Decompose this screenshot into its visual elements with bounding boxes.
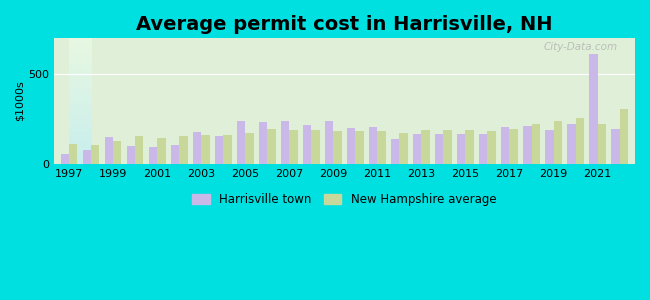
Bar <box>69 144 77 164</box>
Bar <box>501 127 510 164</box>
Bar <box>135 136 144 164</box>
Bar <box>325 121 333 164</box>
Bar <box>391 139 399 164</box>
Bar <box>421 130 430 164</box>
Bar <box>479 134 488 164</box>
Bar <box>510 129 518 164</box>
Bar <box>223 135 231 164</box>
Bar <box>157 138 166 164</box>
Legend: Harrisville town, New Hampshire average: Harrisville town, New Hampshire average <box>188 188 501 211</box>
Bar <box>457 134 465 164</box>
Bar <box>545 130 554 164</box>
Bar <box>523 126 532 164</box>
Bar <box>259 122 267 164</box>
Bar <box>281 121 289 164</box>
Bar <box>532 124 540 164</box>
Bar <box>567 124 575 164</box>
Bar <box>488 131 496 164</box>
Bar <box>60 154 69 164</box>
Y-axis label: $1000s: $1000s <box>15 81 25 122</box>
Bar <box>91 145 99 164</box>
Bar <box>619 109 628 164</box>
Bar <box>245 134 254 164</box>
Bar <box>171 145 179 164</box>
Bar <box>127 146 135 164</box>
Bar <box>465 130 474 164</box>
Bar <box>597 124 606 164</box>
Bar <box>378 131 385 164</box>
Bar <box>589 55 597 164</box>
Bar <box>83 150 91 164</box>
Bar <box>333 131 342 164</box>
Bar <box>113 142 122 164</box>
Bar <box>347 128 356 164</box>
Title: Average permit cost in Harrisville, NH: Average permit cost in Harrisville, NH <box>136 15 552 34</box>
Bar <box>149 147 157 164</box>
Bar <box>202 135 209 164</box>
Bar <box>356 131 364 164</box>
Bar <box>575 118 584 164</box>
Bar <box>443 130 452 164</box>
Bar <box>311 130 320 164</box>
Bar <box>369 127 378 164</box>
Bar <box>435 134 443 164</box>
Text: City-Data.com: City-Data.com <box>543 42 618 52</box>
Bar <box>554 121 562 164</box>
Bar <box>215 136 223 164</box>
Bar <box>237 121 245 164</box>
Bar <box>399 134 408 164</box>
Bar <box>179 136 188 164</box>
Bar <box>289 130 298 164</box>
Bar <box>267 129 276 164</box>
Bar <box>303 125 311 164</box>
Bar <box>193 133 202 164</box>
Bar <box>413 134 421 164</box>
Bar <box>105 137 113 164</box>
Bar <box>611 129 619 164</box>
